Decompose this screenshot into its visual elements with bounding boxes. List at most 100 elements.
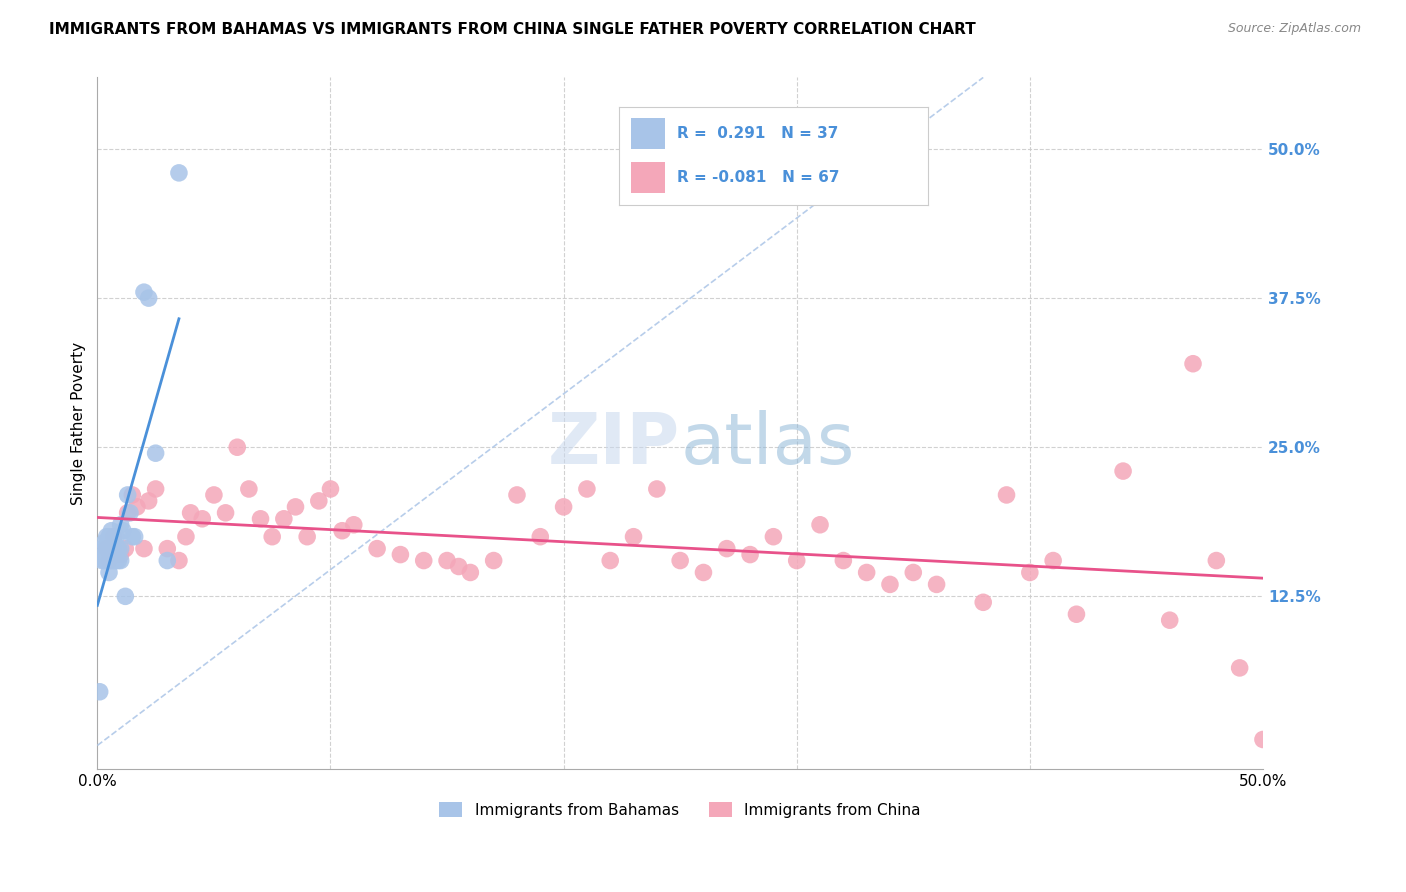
Point (96, 553, 118, 567)
Point (1182, 357, 1205, 371)
Point (366, 541, 388, 556)
Point (343, 517, 366, 532)
Text: IMMIGRANTS FROM BAHAMAS VS IMMIGRANTS FROM CHINA SINGLE FATHER POVERTY CORRELATI: IMMIGRANTS FROM BAHAMAS VS IMMIGRANTS FR… (49, 22, 976, 37)
Point (93, 553, 115, 567)
Point (553, 500, 575, 514)
Point (145, 482, 167, 496)
Point (692, 566, 714, 580)
Point (96, 541, 118, 556)
Point (1159, 613, 1181, 627)
Point (482, 553, 505, 567)
Point (295, 530, 318, 544)
Point (575, 482, 598, 496)
Point (98, 530, 121, 544)
Point (107, 553, 129, 567)
Point (903, 566, 925, 580)
Point (262, 530, 284, 544)
Point (1205, 553, 1227, 567)
Point (100, 541, 122, 556)
Point (156, 541, 179, 556)
Point (460, 566, 482, 580)
Point (599, 553, 621, 567)
Point (226, 440, 249, 454)
Point (105, 553, 128, 567)
Text: R =  0.291   N = 37: R = 0.291 N = 37 (678, 126, 839, 141)
Point (436, 553, 458, 567)
Point (273, 512, 295, 526)
Point (100, 524, 122, 538)
Point (879, 577, 901, 591)
Point (330, 524, 353, 538)
Point (1066, 607, 1088, 622)
Point (855, 566, 877, 580)
Point (238, 482, 260, 496)
Point (105, 530, 128, 544)
Point (121, 530, 143, 544)
Point (98, 541, 121, 556)
Point (118, 506, 141, 520)
Point (96, 541, 118, 556)
Point (832, 553, 855, 567)
Point (925, 577, 948, 591)
Point (319, 482, 342, 496)
Point (124, 530, 146, 544)
Point (284, 500, 307, 514)
Point (180, 506, 202, 520)
Point (786, 553, 808, 567)
Point (214, 506, 236, 520)
Point (132, 285, 155, 300)
Point (308, 494, 330, 508)
Point (98, 553, 121, 567)
Point (138, 291, 160, 305)
Point (167, 553, 190, 567)
Point (117, 488, 139, 502)
Text: atlas: atlas (681, 409, 855, 479)
Point (93, 548, 115, 562)
Point (174, 530, 197, 544)
Point (972, 595, 994, 609)
Point (103, 530, 125, 544)
Point (447, 559, 470, 574)
Point (1112, 464, 1135, 478)
Point (529, 530, 551, 544)
Legend: Immigrants from Bahamas, Immigrants from China: Immigrants from Bahamas, Immigrants from… (433, 796, 927, 824)
Point (669, 553, 692, 567)
Point (93, 535, 115, 549)
Point (132, 541, 155, 556)
Point (110, 517, 132, 532)
Y-axis label: Single Father Poverty: Single Father Poverty (72, 342, 86, 505)
Point (114, 541, 136, 556)
Point (202, 488, 225, 502)
Point (91, 553, 114, 567)
Point (89, 685, 111, 699)
Text: ZIP: ZIP (548, 409, 681, 479)
Point (156, 553, 179, 567)
Point (1229, 661, 1251, 675)
Point (111, 524, 134, 538)
Point (110, 553, 132, 567)
Point (623, 530, 645, 544)
Point (103, 553, 125, 567)
Point (645, 482, 668, 496)
Point (412, 553, 434, 567)
Point (98, 553, 121, 567)
Point (103, 541, 125, 556)
Point (145, 446, 167, 460)
Point (506, 488, 529, 502)
Point (117, 506, 139, 520)
Point (1042, 553, 1064, 567)
Bar (631, 118, 665, 149)
Point (191, 512, 214, 526)
Point (96, 530, 118, 544)
Bar (631, 162, 665, 194)
Point (110, 548, 132, 562)
Point (100, 553, 122, 567)
Point (762, 530, 785, 544)
Point (716, 541, 738, 556)
Point (389, 548, 412, 562)
Text: Source: ZipAtlas.com: Source: ZipAtlas.com (1227, 22, 1361, 36)
Point (121, 488, 143, 502)
Point (125, 500, 148, 514)
Point (808, 517, 831, 532)
Point (1251, 732, 1274, 747)
